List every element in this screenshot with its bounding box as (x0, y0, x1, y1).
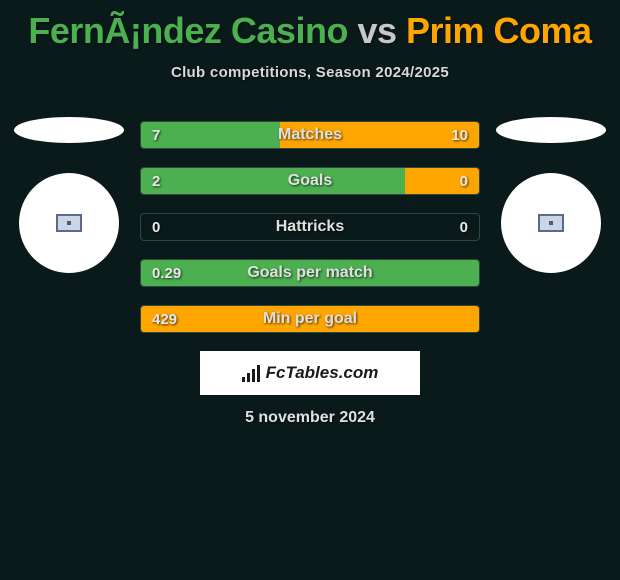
stat-row-matches: 7 Matches 10 (140, 121, 480, 149)
stat-label: Goals per match (140, 264, 480, 282)
title-left: FernÃ¡ndez Casino (28, 10, 348, 51)
title-vs: vs (357, 10, 396, 51)
stat-row-hattricks: 0 Hattricks 0 (140, 213, 480, 241)
stat-label: Goals (140, 172, 480, 190)
chart-icon (242, 364, 260, 382)
left-ellipse (14, 117, 124, 143)
right-column (496, 121, 606, 273)
stat-label: Hattricks (140, 218, 480, 236)
title-right: Prim Coma (406, 10, 592, 51)
stat-right-value: 0 (460, 219, 468, 236)
left-column (14, 121, 124, 273)
footer-date: 5 november 2024 (0, 409, 620, 427)
brand-box: FcTables.com (200, 351, 420, 395)
stat-right-value: 10 (451, 127, 468, 144)
left-avatar-circle (19, 173, 119, 273)
subtitle: Club competitions, Season 2024/2025 (0, 64, 620, 81)
brand-text: FcTables.com (266, 363, 379, 383)
page-title: FernÃ¡ndez Casino vs Prim Coma (0, 0, 620, 52)
stat-row-goals: 2 Goals 0 (140, 167, 480, 195)
stat-label: Matches (140, 126, 480, 144)
placeholder-icon (56, 214, 82, 232)
stats-bars: 7 Matches 10 2 Goals 0 0 Hattricks 0 (140, 121, 480, 333)
stat-label: Min per goal (140, 310, 480, 328)
right-ellipse (496, 117, 606, 143)
content-area: 7 Matches 10 2 Goals 0 0 Hattricks 0 (0, 121, 620, 333)
placeholder-icon (538, 214, 564, 232)
stat-row-gpm: 0.29 Goals per match (140, 259, 480, 287)
stat-row-mpg: 429 Min per goal (140, 305, 480, 333)
stat-right-value: 0 (460, 173, 468, 190)
right-avatar-circle (501, 173, 601, 273)
